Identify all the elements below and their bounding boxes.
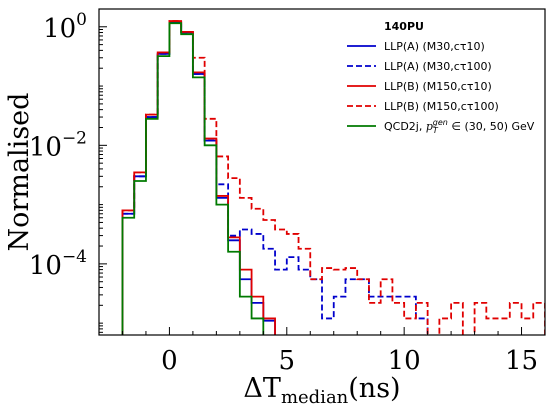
x-axis-label-unit: (ns) bbox=[348, 373, 400, 404]
legend-label: LLP(A) (M30,cτ100) bbox=[384, 60, 492, 73]
x-axis-label-sub: median bbox=[281, 387, 349, 408]
legend-label: LLP(B) (M150,cτ10) bbox=[384, 80, 492, 93]
legend-label: LLP(B) (M150,cτ100) bbox=[384, 100, 499, 113]
legend-title: 140PU bbox=[384, 20, 424, 33]
y-tick-label: 10−2 bbox=[29, 128, 87, 162]
series-line-4 bbox=[121, 20, 545, 335]
plot-frame bbox=[98, 8, 546, 336]
x-tick-label: 15 bbox=[505, 346, 538, 376]
legend: 140PU LLP(A) (M30,cτ10) LLP(A) (M30,cτ100… bbox=[347, 20, 535, 135]
series-layer bbox=[121, 20, 545, 335]
y-axis-label: Normalised bbox=[4, 93, 35, 252]
x-tick-label: 10 bbox=[388, 346, 421, 376]
series-line-2 bbox=[121, 21, 429, 335]
x-axis-label: ΔTmedian(ns) bbox=[243, 373, 400, 408]
series-line-5 bbox=[121, 22, 265, 335]
x-tick-label: 0 bbox=[161, 346, 178, 376]
legend-label: QCD2j, pTgen ∈ (30, 50) GeV bbox=[384, 118, 535, 135]
x-axis-label-main: ΔT bbox=[243, 373, 281, 404]
y-tick-label: 100 bbox=[43, 10, 87, 44]
x-tick-label: 5 bbox=[279, 346, 296, 376]
x-axis: 0 5 10 15 bbox=[121, 327, 538, 376]
y-tick-label: 10−4 bbox=[29, 247, 87, 281]
y-axis: 100 10−2 10−4 bbox=[29, 10, 107, 333]
legend-label: LLP(A) (M30,cτ10) bbox=[384, 40, 485, 53]
